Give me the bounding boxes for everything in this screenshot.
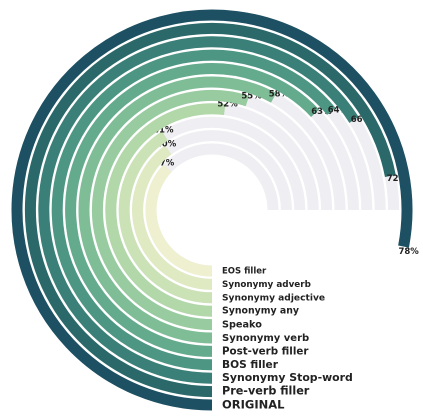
value-label: 52% xyxy=(217,99,238,109)
arc-bar xyxy=(105,103,226,317)
value-label: 66% xyxy=(351,115,372,125)
arc-bar xyxy=(51,49,336,371)
arc-bar xyxy=(118,131,213,304)
value-label: 40% xyxy=(156,140,177,150)
arc-bar xyxy=(65,63,320,357)
arc-bar xyxy=(11,9,413,411)
category-label: Synonymy adverb xyxy=(222,280,311,290)
category-label: Post-verb filler xyxy=(222,345,309,357)
value-label: 78% xyxy=(398,247,419,257)
value-label: 72% xyxy=(387,174,408,184)
value-label: 64% xyxy=(328,106,349,116)
category-label: Speako xyxy=(222,320,262,331)
category-label: Pre-verb filler xyxy=(222,385,310,398)
value-label: 37% xyxy=(154,159,175,169)
value-label: 41% xyxy=(153,125,174,135)
category-label: Synonymy Stop-word xyxy=(222,371,353,384)
arc-bar xyxy=(38,36,359,384)
value-label: 55% xyxy=(241,92,262,102)
arc-bar xyxy=(24,22,396,398)
category-label: Synonymy verb xyxy=(222,333,309,344)
arc-bar xyxy=(78,76,277,344)
category-label: EOS filler xyxy=(222,267,267,277)
value-label: 58% xyxy=(269,89,290,99)
category-label: BOS filler xyxy=(222,359,279,371)
category-label: ORIGINAL xyxy=(222,398,285,412)
category-label: Synonymy adjective xyxy=(222,293,325,303)
arc-bar xyxy=(91,89,250,331)
arc-bar xyxy=(132,145,213,290)
arc-bar xyxy=(145,164,213,277)
value-label: 63% xyxy=(311,107,332,117)
category-label: Synonymy any xyxy=(222,306,299,317)
